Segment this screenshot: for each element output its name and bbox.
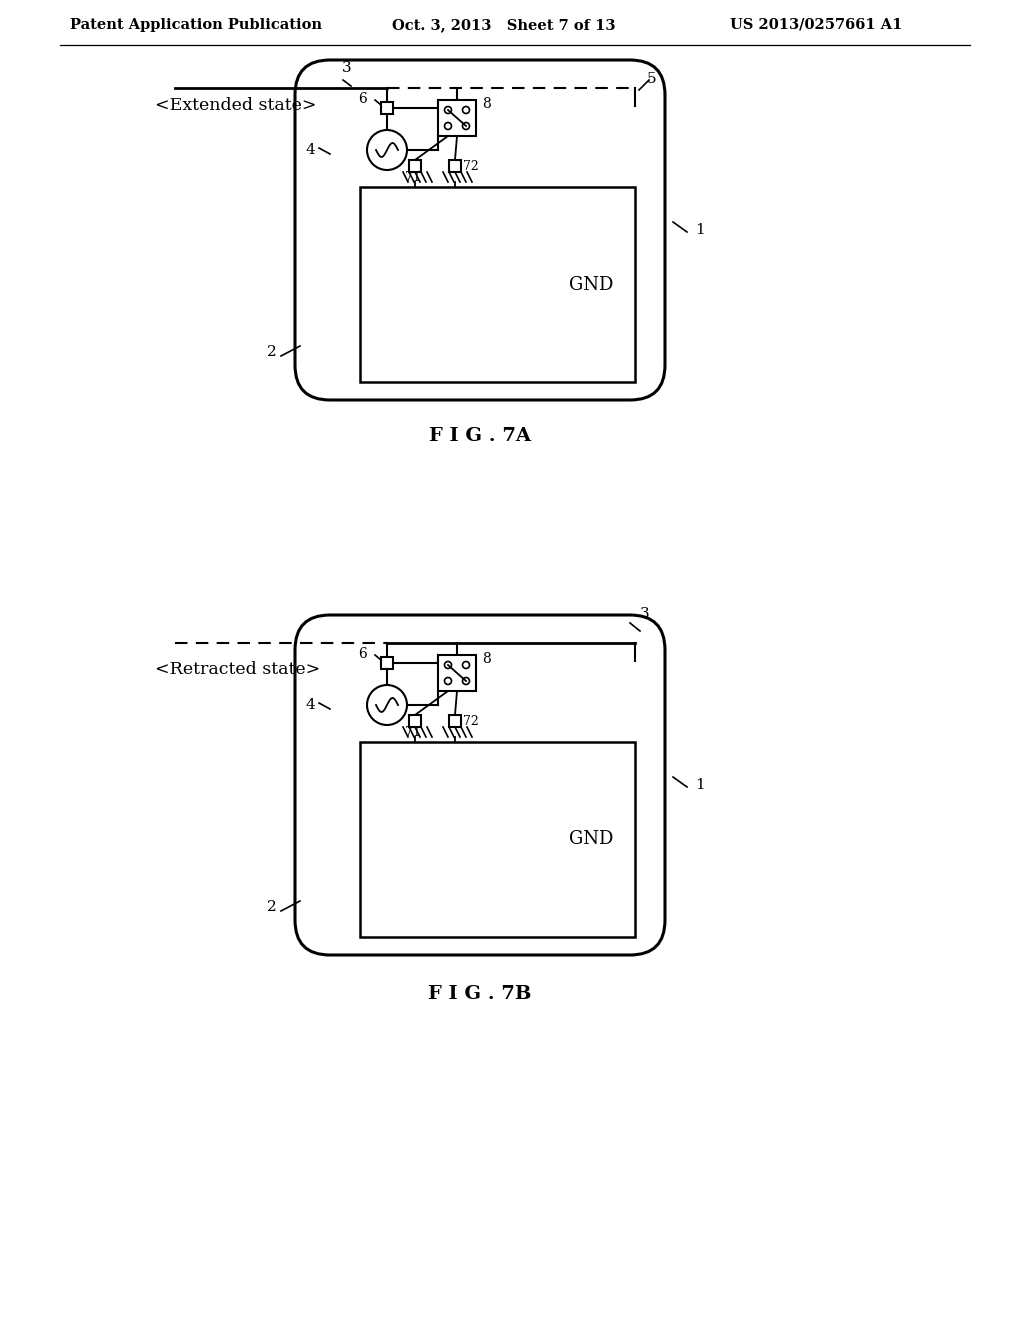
Text: Oct. 3, 2013   Sheet 7 of 13: Oct. 3, 2013 Sheet 7 of 13 bbox=[392, 18, 615, 32]
Bar bbox=[438, 100, 476, 136]
Text: <Extended state>: <Extended state> bbox=[155, 96, 316, 114]
Bar bbox=[360, 187, 635, 381]
Text: 1: 1 bbox=[695, 223, 705, 238]
Bar bbox=[381, 102, 393, 114]
Text: 5: 5 bbox=[647, 73, 656, 86]
Text: 72: 72 bbox=[463, 160, 479, 173]
Circle shape bbox=[367, 685, 407, 725]
Bar bbox=[449, 160, 461, 172]
Text: F I G . 7A: F I G . 7A bbox=[429, 426, 531, 445]
Text: 6: 6 bbox=[358, 647, 367, 661]
Text: Patent Application Publication: Patent Application Publication bbox=[70, 18, 322, 32]
Text: 72: 72 bbox=[463, 715, 479, 729]
Text: 71: 71 bbox=[406, 726, 421, 739]
FancyBboxPatch shape bbox=[295, 615, 665, 954]
Text: 71: 71 bbox=[406, 172, 421, 183]
Text: 1: 1 bbox=[695, 777, 705, 792]
Text: 6: 6 bbox=[358, 92, 367, 106]
Bar bbox=[409, 715, 421, 727]
Text: <Retracted state>: <Retracted state> bbox=[155, 661, 321, 678]
Text: 8: 8 bbox=[482, 652, 490, 667]
Text: 3: 3 bbox=[640, 607, 649, 620]
Text: 2: 2 bbox=[267, 900, 278, 913]
Bar bbox=[438, 655, 476, 690]
Bar bbox=[449, 715, 461, 727]
Text: GND: GND bbox=[568, 276, 613, 293]
Text: 4: 4 bbox=[305, 143, 315, 157]
FancyBboxPatch shape bbox=[295, 59, 665, 400]
Text: GND: GND bbox=[568, 830, 613, 849]
Circle shape bbox=[367, 129, 407, 170]
Text: F I G . 7B: F I G . 7B bbox=[428, 985, 531, 1003]
Text: 8: 8 bbox=[482, 96, 490, 111]
Bar bbox=[360, 742, 635, 937]
Text: 4: 4 bbox=[305, 698, 315, 711]
Bar bbox=[381, 657, 393, 669]
Text: US 2013/0257661 A1: US 2013/0257661 A1 bbox=[730, 18, 902, 32]
Bar bbox=[409, 160, 421, 172]
Text: 2: 2 bbox=[267, 345, 278, 359]
Text: 3: 3 bbox=[342, 61, 352, 75]
